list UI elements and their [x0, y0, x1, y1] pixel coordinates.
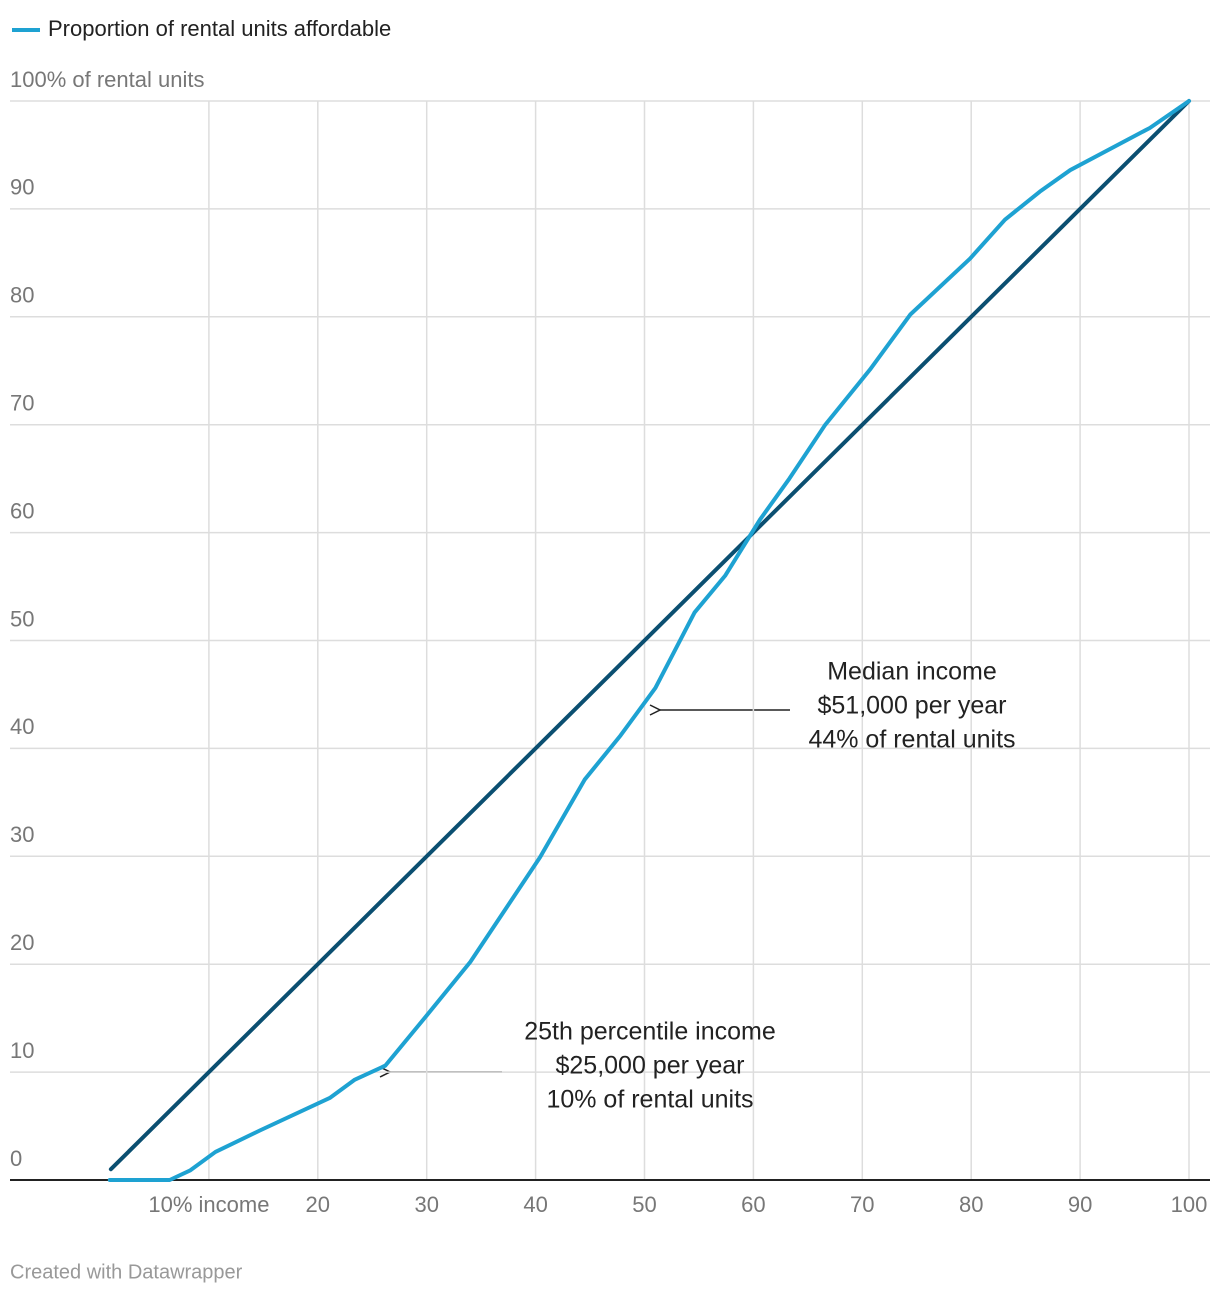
y-tick-label: 100% of rental units [10, 67, 204, 92]
x-tick-label: 20 [306, 1192, 330, 1217]
x-tick-label: 70 [850, 1192, 874, 1217]
y-tick-label: 10 [10, 1038, 34, 1063]
y-tick-label: 70 [10, 391, 34, 416]
legend-label: Proportion of rental units affordable [48, 16, 391, 41]
y-tick-label: 90 [10, 175, 34, 200]
grid [10, 100, 1210, 1181]
series-line [108, 99, 1191, 1172]
x-tick-label: 30 [414, 1192, 438, 1217]
x-tick-label: 40 [523, 1192, 547, 1217]
annotation: $25,000 per year [555, 1052, 744, 1080]
y-tick-label: 50 [10, 606, 34, 631]
y-tick-label: 40 [10, 714, 34, 739]
x-tick-label: 50 [632, 1192, 656, 1217]
annotation: $51,000 per year [817, 692, 1006, 720]
y-tick-label: 80 [10, 283, 34, 308]
x-tick-label: 90 [1068, 1192, 1092, 1217]
annotation: 10% of rental units [546, 1086, 753, 1114]
x-tick-label: 100 [1171, 1192, 1208, 1217]
y-tick-label: 20 [10, 930, 34, 955]
y-tick-label: 60 [10, 498, 34, 523]
annotation: 44% of rental units [808, 726, 1015, 754]
annotation: 25th percentile income [524, 1018, 776, 1046]
series-line [107, 99, 1191, 1182]
x-tick-label: 60 [741, 1192, 765, 1217]
y-tick-label: 0 [10, 1146, 22, 1171]
y-tick-label: 30 [10, 822, 34, 847]
footer: Created with Datawrapper [10, 1261, 243, 1283]
annotation: Median income [827, 658, 997, 686]
x-tick-label: 10% income [148, 1192, 269, 1217]
x-tick-label: 80 [959, 1192, 983, 1217]
